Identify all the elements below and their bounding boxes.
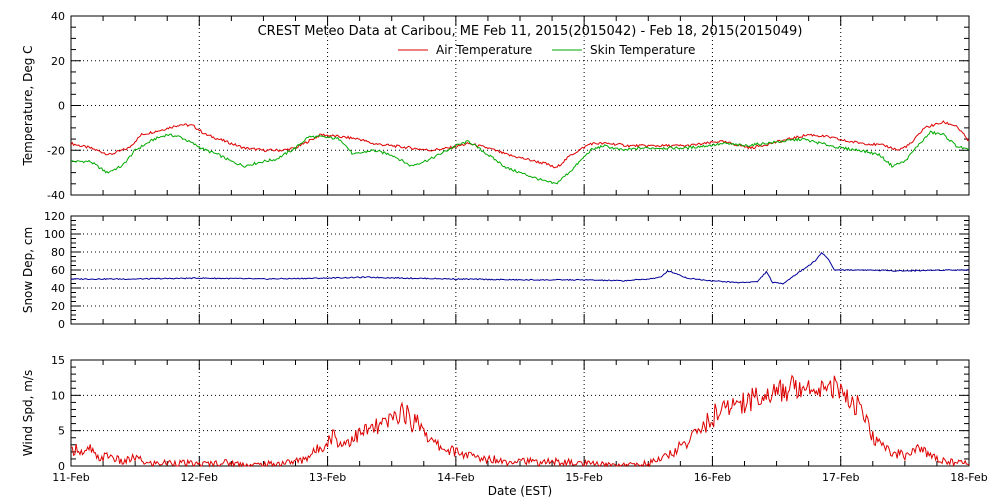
- series-line-air-temperature: [70, 120, 970, 169]
- temperature-panel: -40 -20 0 20 40 Temperature, Deg C Air Tempera…: [21, 10, 970, 202]
- y-tick-label: 60: [51, 264, 65, 277]
- y-axis-label: Temperature, Deg C: [21, 45, 35, 166]
- y-tick-label: 0: [58, 100, 65, 113]
- y-tick-label: 20: [51, 300, 65, 313]
- x-tick-label: 17-Feb: [822, 471, 859, 484]
- wind-speed-panel: 0 5 10 15 Wind Spd, m/s 11-Feb 12-Feb 13-Feb 14-…: [21, 354, 988, 484]
- x-tick-label: 18-Feb: [950, 471, 987, 484]
- x-tick-label: 13-Feb: [309, 471, 346, 484]
- x-tick-label: 11-Feb: [52, 471, 89, 484]
- series-line-skin-temperature: [70, 130, 969, 185]
- y-tick-label: -20: [47, 144, 65, 157]
- legend-label: Skin Temperature: [590, 43, 695, 57]
- x-tick-label: 16-Feb: [694, 471, 731, 484]
- y-tick-label: 0: [58, 460, 65, 473]
- y-tick-label: 0: [58, 318, 65, 331]
- y-tick-label: 10: [51, 389, 65, 402]
- y-axis-label: Snow Dep, cm: [21, 227, 35, 313]
- series-line-panel-2: [70, 374, 970, 468]
- plot-frame: [70, 15, 970, 196]
- y-tick-label: -40: [47, 189, 65, 202]
- y-tick-label: 40: [51, 282, 65, 295]
- y-axis-label: Wind Spd, m/s: [21, 370, 35, 456]
- x-axis-label: Date (EST): [488, 484, 552, 498]
- snow-depth-panel: 0 20 40 60 80 100 120 Snow Dep, cm: [21, 210, 970, 331]
- legend-label: Air Temperature: [436, 43, 532, 57]
- series-line-panel-1: [70, 252, 970, 285]
- y-tick-label: 20: [51, 55, 65, 68]
- x-tick-label: 15-Feb: [565, 471, 602, 484]
- y-tick-label: 120: [44, 210, 65, 223]
- chart-title: CREST Meteo Data at Caribou, ME Feb 11, …: [258, 24, 803, 39]
- x-tick-label: 14-Feb: [437, 471, 474, 484]
- y-tick-label: 40: [51, 10, 65, 23]
- y-tick-label: 15: [51, 354, 65, 367]
- y-tick-label: 100: [44, 228, 65, 241]
- y-tick-label: 5: [58, 425, 65, 438]
- plot-frame: [70, 359, 970, 467]
- x-tick-label: 12-Feb: [181, 471, 218, 484]
- y-tick-label: 80: [51, 246, 65, 259]
